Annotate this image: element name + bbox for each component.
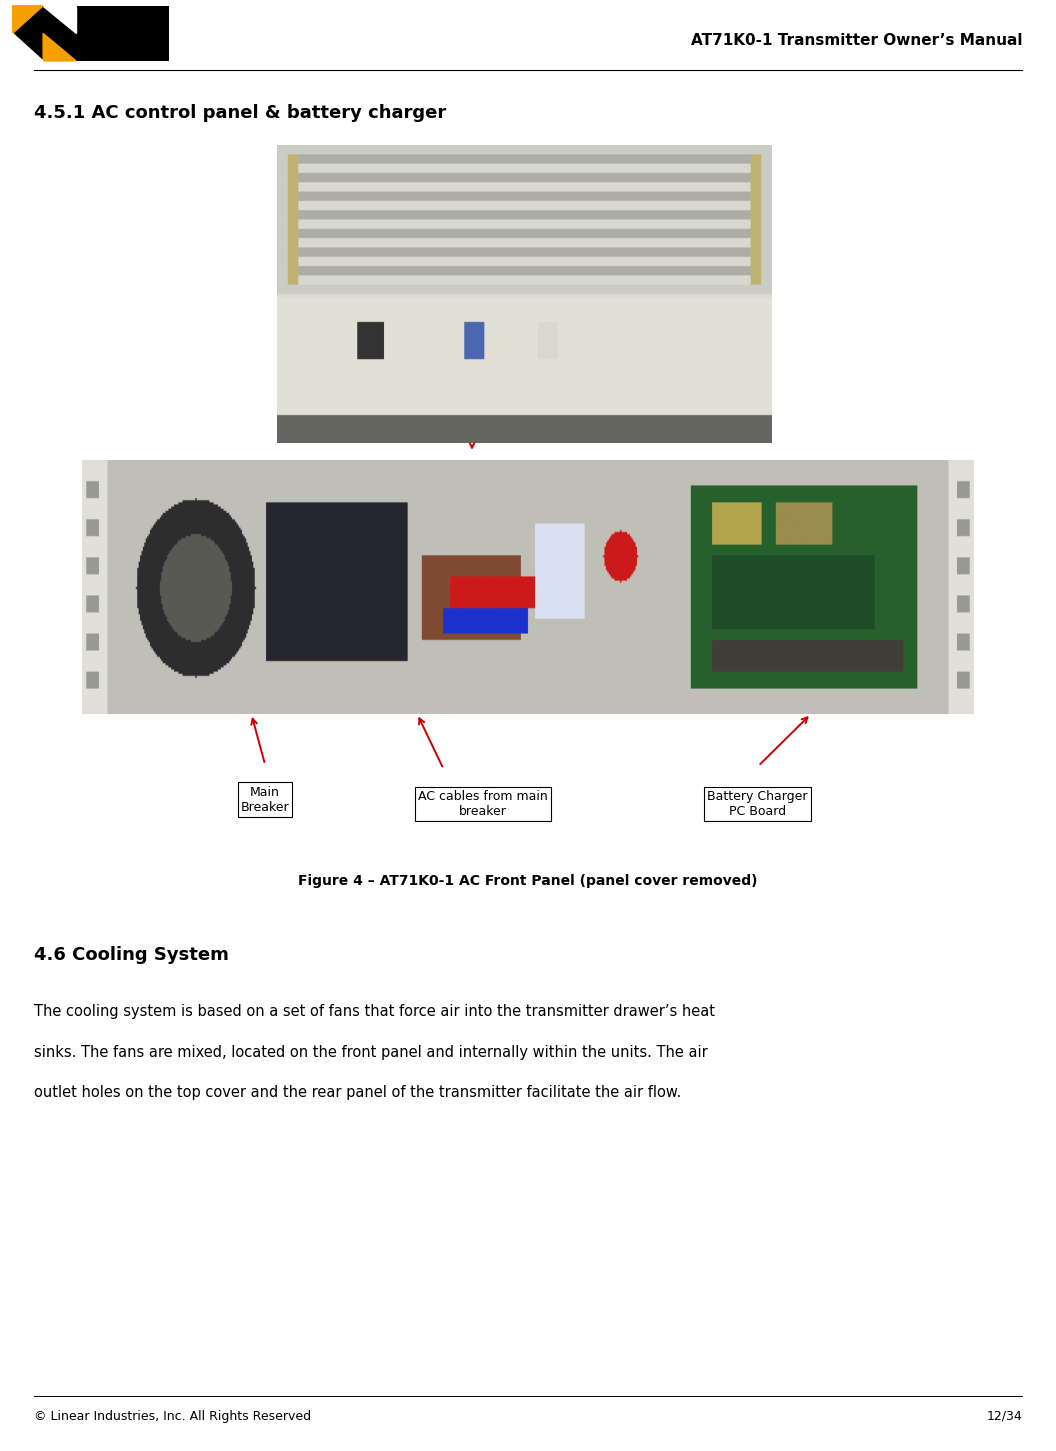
Text: Battery Charger
PC Board: Battery Charger PC Board [708,789,808,818]
Text: sinks. The fans are mixed, located on the front panel and internally within the : sinks. The fans are mixed, located on th… [34,1045,708,1059]
Text: AC Main INPUT: AC Main INPUT [133,501,225,512]
Polygon shape [13,6,43,33]
Text: Fuse 3A: Fuse 3A [716,501,765,512]
Polygon shape [43,33,76,61]
Polygon shape [13,33,43,61]
Text: 4.5.1 AC control panel & battery charger: 4.5.1 AC control panel & battery charger [34,104,446,122]
Text: 12/34: 12/34 [986,1410,1022,1422]
Text: LINEAR: LINEAR [84,23,161,44]
Text: Figure 4 – AT71K0-1 AC Front Panel (panel cover removed): Figure 4 – AT71K0-1 AC Front Panel (pane… [298,874,758,888]
Text: AC cables from main
breaker: AC cables from main breaker [418,789,547,818]
Text: 4.6 Cooling System: 4.6 Cooling System [34,946,229,963]
Text: +32 Volts Power
Supply
Command: +32 Volts Power Supply Command [421,480,523,524]
Text: Main
Breaker: Main Breaker [241,785,289,814]
Text: AT71K0-1 Transmitter Owner’s Manual: AT71K0-1 Transmitter Owner’s Manual [691,33,1022,48]
FancyBboxPatch shape [13,6,169,61]
Text: outlet holes on the top cover and the rear panel of the transmitter facilitate t: outlet holes on the top cover and the re… [34,1085,681,1100]
Text: © Linear Industries, Inc. All Rights Reserved: © Linear Industries, Inc. All Rights Res… [34,1410,310,1422]
Polygon shape [43,6,76,33]
Text: The cooling system is based on a set of fans that force air into the transmitter: The cooling system is based on a set of … [34,1004,715,1019]
